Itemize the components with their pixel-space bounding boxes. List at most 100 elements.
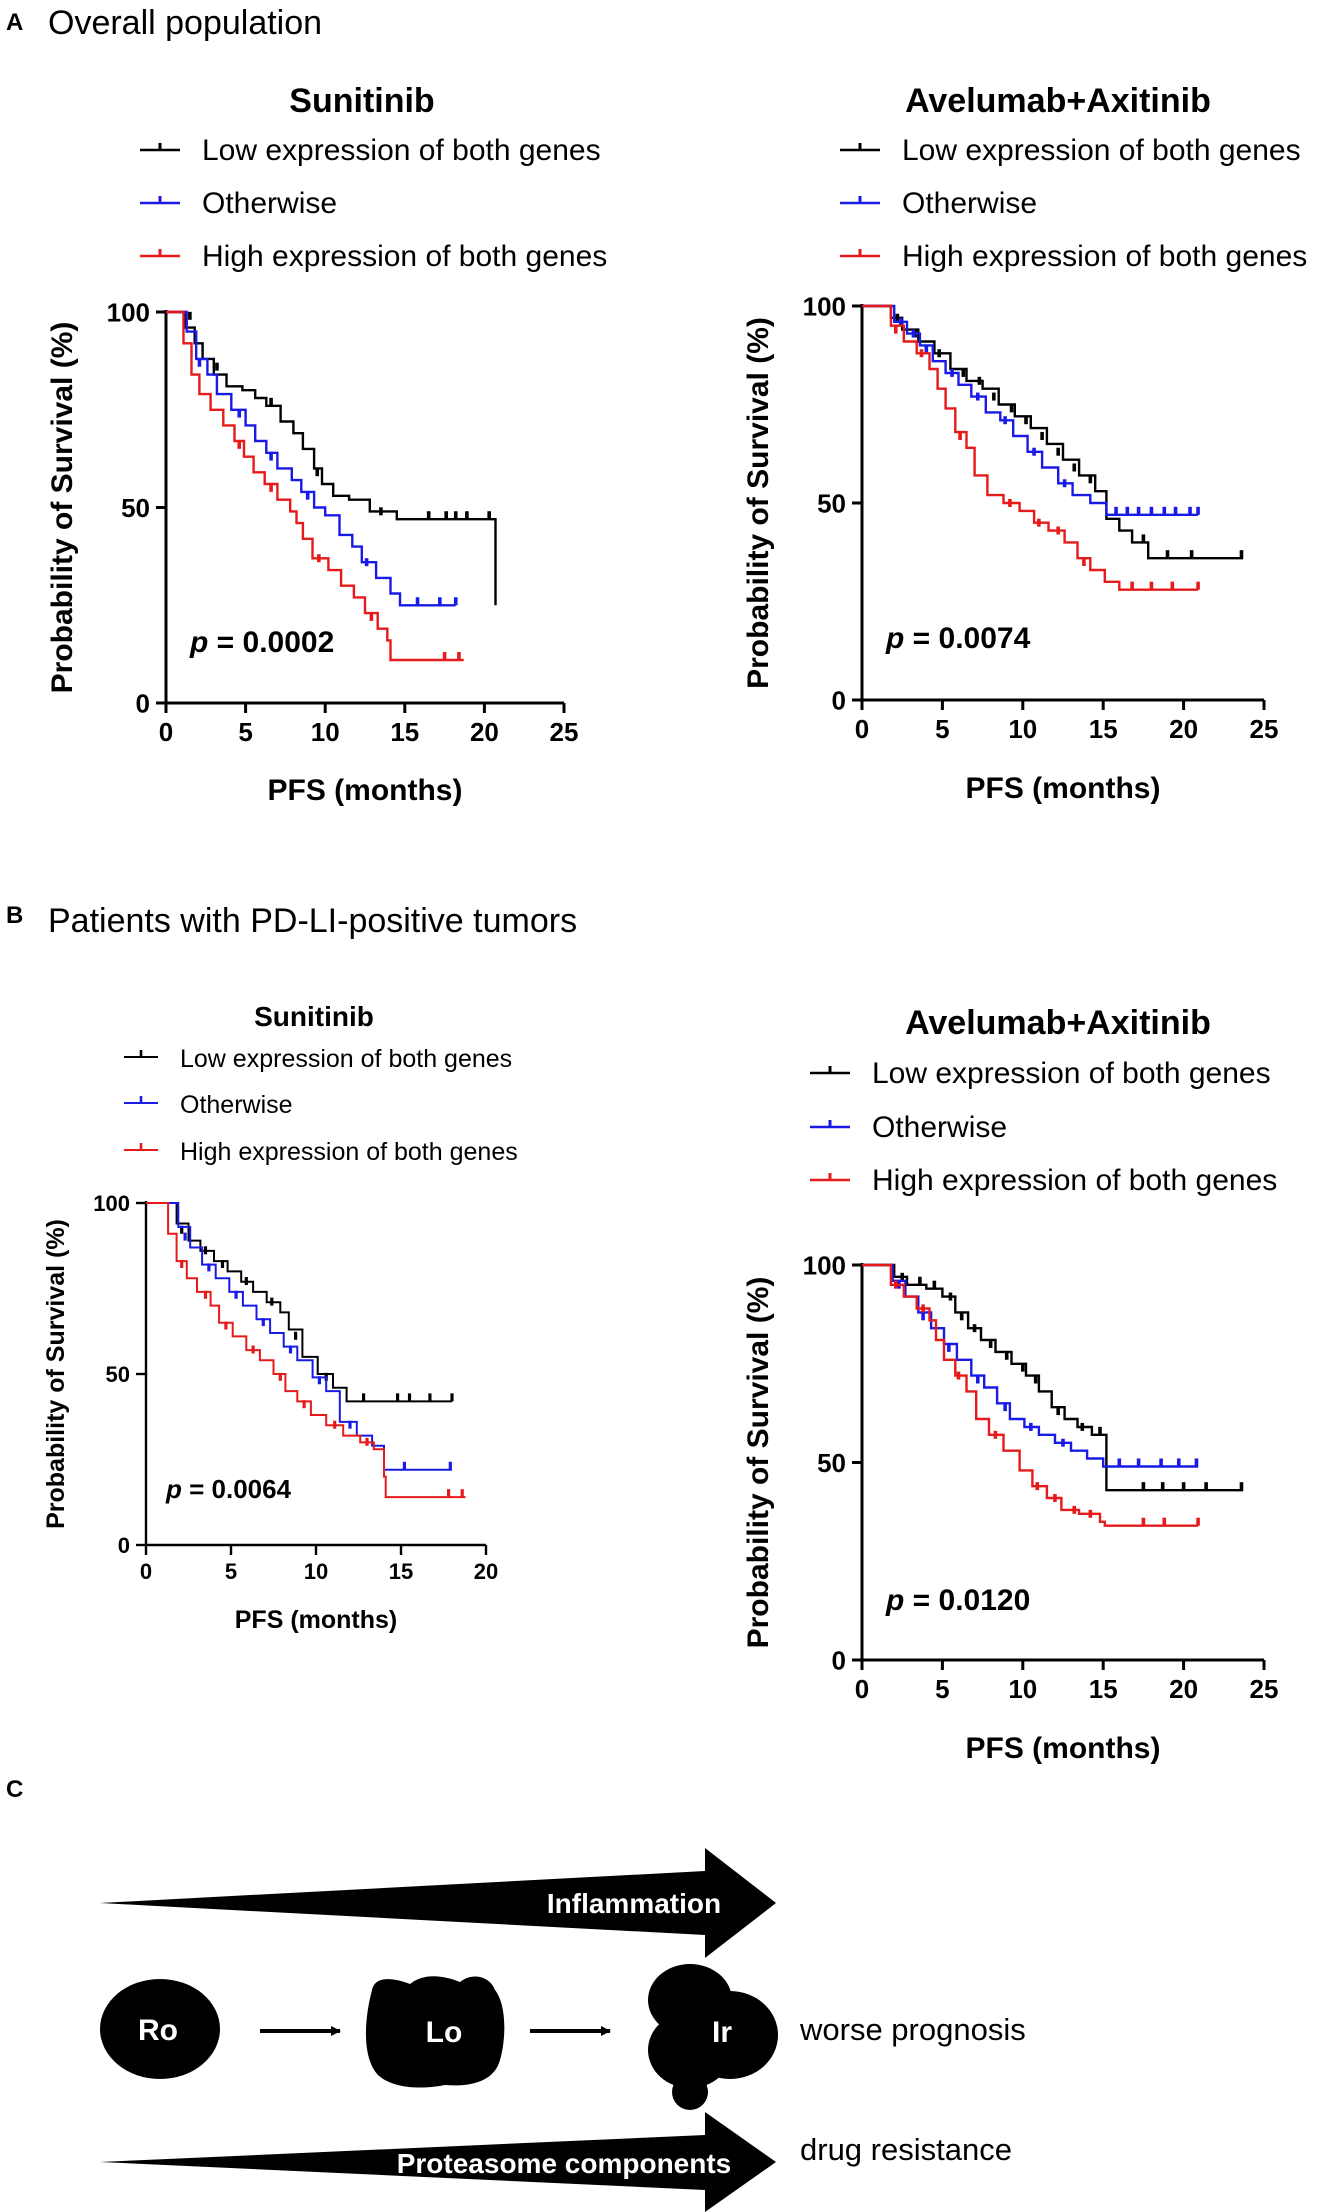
panel-c-letter: C <box>6 1776 23 1803</box>
legend-label-low: Low expression of both genes <box>902 134 1301 167</box>
proteasome-arrow <box>100 2112 776 2212</box>
km-curve-low <box>146 1202 452 1403</box>
legend-label-high: High expression of both genes <box>902 240 1307 273</box>
x-tick-label: 20 <box>1169 1674 1198 1704</box>
km-curve-low <box>166 310 497 606</box>
y-axis-label: Probability of Survival (%) <box>42 1219 70 1529</box>
outcome-worse-prognosis: worse prognosis <box>799 2012 1026 2047</box>
legend-label-low: Low expression of both genes <box>180 1045 512 1073</box>
x-tick-label: 5 <box>935 1674 949 1704</box>
chart-b-avelumab-axitinib: Avelumab+Axitinib Low expression of both … <box>742 1004 1278 1765</box>
x-tick-label: 10 <box>304 1559 328 1584</box>
x-tick-label: 20 <box>1169 714 1198 744</box>
p-value-annotation: p = 0.0074 <box>885 622 1031 655</box>
legend-label-high: High expression of both genes <box>180 1138 518 1166</box>
x-tick-label: 5 <box>225 1559 237 1584</box>
km-curve-high <box>862 1263 1199 1527</box>
x-axis-label: PFS (months) <box>268 774 463 807</box>
inflammation-label: Inflammation <box>547 1888 721 1919</box>
proteasome-label: Proteasome components <box>397 2148 732 2179</box>
inflammation-arrow <box>100 1848 776 1958</box>
p-value-number: = 0.0120 <box>904 1584 1030 1617</box>
x-tick-label: 15 <box>390 717 419 747</box>
legend-label-otherwise: Otherwise <box>872 1111 1007 1144</box>
km-curve-otherwise <box>862 304 1199 516</box>
p-value-annotation: p = 0.0120 <box>885 1584 1030 1617</box>
p-value-annotation: p = 0.0002 <box>189 626 334 659</box>
cell-label-ir: Ir <box>712 2016 732 2049</box>
x-tick-label: 5 <box>238 717 252 747</box>
x-tick-label: 20 <box>474 1559 498 1584</box>
p-value-annotation: p = 0.0064 <box>165 1474 292 1504</box>
p-value-number: = 0.0002 <box>208 626 334 659</box>
y-tick-label: 0 <box>832 1645 846 1675</box>
p-value-number: = 0.0074 <box>904 622 1030 655</box>
km-curve-high <box>862 304 1199 591</box>
x-tick-label: 10 <box>1008 1674 1037 1704</box>
x-tick-label: 25 <box>550 717 579 747</box>
km-curve-otherwise <box>862 1263 1199 1468</box>
panel-b-letter: B <box>6 902 23 929</box>
legend-label-otherwise: Otherwise <box>902 187 1037 220</box>
y-tick-label: 100 <box>107 297 150 327</box>
chart-a-avelumab-axitinib: Avelumab+Axitinib Low expression of both … <box>742 82 1307 805</box>
chart-b-sunitinib: Sunitinib Low expression of both genes Oth… <box>42 1001 518 1634</box>
round-cell-shape <box>100 1979 220 2079</box>
km-curve-otherwise <box>146 1202 452 1471</box>
legend-label-low: Low expression of both genes <box>202 134 601 167</box>
outcome-drug-resistance: drug resistance <box>800 2132 1012 2167</box>
x-axis-label: PFS (months) <box>966 772 1161 805</box>
y-tick-label: 100 <box>803 291 846 321</box>
panel-a-heading: Overall population <box>48 4 322 42</box>
x-axis-label: PFS (months) <box>235 1606 398 1634</box>
y-tick-label: 50 <box>106 1362 130 1387</box>
irregular-cell-shape <box>648 1964 778 2110</box>
panel-b-heading: Patients with PD-LI-positive tumors <box>48 902 577 940</box>
y-tick-label: 0 <box>136 688 150 718</box>
lobulated-cell-shape <box>365 1976 505 2088</box>
x-tick-label: 15 <box>389 1559 413 1584</box>
chart-title: Avelumab+Axitinib <box>905 1004 1211 1042</box>
y-tick-label: 100 <box>93 1191 130 1216</box>
y-tick-label: 50 <box>121 493 150 523</box>
y-axis-label: Probability of Survival (%) <box>742 317 775 689</box>
km-curve-high <box>166 310 464 662</box>
panel-c-schematic: C Inflammation Ro Lo Ir worse prognosis … <box>6 1776 1026 2212</box>
x-tick-label: 0 <box>140 1559 152 1584</box>
y-tick-label: 0 <box>118 1533 130 1558</box>
p-value-symbol: p <box>885 1584 904 1617</box>
y-tick-label: 100 <box>803 1250 846 1280</box>
x-tick-label: 15 <box>1089 1674 1118 1704</box>
x-tick-label: 10 <box>311 717 340 747</box>
x-tick-label: 10 <box>1008 714 1037 744</box>
p-value-number: = 0.0064 <box>182 1474 292 1504</box>
x-tick-label: 15 <box>1089 714 1118 744</box>
chart-title: Sunitinib <box>254 1001 374 1032</box>
chart-title: Avelumab+Axitinib <box>905 82 1211 120</box>
p-value-symbol: p <box>189 626 208 659</box>
x-tick-label: 25 <box>1250 714 1279 744</box>
p-value-symbol: p <box>165 1474 182 1504</box>
legend-label-low: Low expression of both genes <box>872 1057 1271 1090</box>
cell-label-ro: Ro <box>138 2014 178 2047</box>
legend-label-otherwise: Otherwise <box>180 1091 293 1119</box>
cell-label-lo: Lo <box>426 2016 463 2049</box>
x-tick-label: 5 <box>935 714 949 744</box>
km-curve-otherwise <box>166 310 456 607</box>
y-axis-label: Probability of Survival (%) <box>742 1277 775 1649</box>
y-tick-label: 50 <box>817 1448 846 1478</box>
x-axis-label: PFS (months) <box>966 1732 1161 1765</box>
x-tick-label: 0 <box>159 717 173 747</box>
x-tick-label: 25 <box>1250 1674 1279 1704</box>
y-tick-label: 0 <box>832 685 846 715</box>
km-curve-low <box>862 1263 1244 1492</box>
y-axis-label: Probability of Survival (%) <box>46 322 79 694</box>
km-curve-high <box>146 1202 466 1499</box>
p-value-symbol: p <box>885 622 904 655</box>
legend-label-high: High expression of both genes <box>872 1164 1277 1197</box>
legend-label-otherwise: Otherwise <box>202 187 337 220</box>
chart-a-sunitinib: Sunitinib Low expression of both genes Oth… <box>46 82 607 807</box>
panel-a-letter: A <box>6 9 23 36</box>
chart-title: Sunitinib <box>289 82 434 120</box>
